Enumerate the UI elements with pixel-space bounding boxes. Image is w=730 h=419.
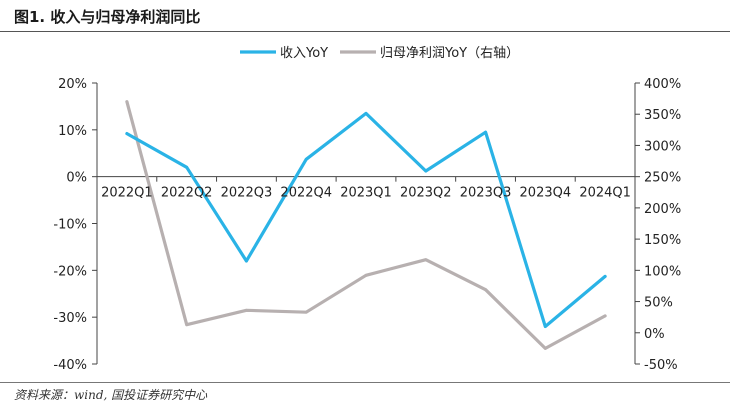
category-label: 2023Q2	[400, 186, 452, 201]
legend-label-net-profit: 归母净利润YoY（右轴）	[380, 46, 519, 61]
y-left-tick-label: -20%	[53, 264, 87, 279]
revenue-yoy-point	[603, 275, 607, 278]
title-divider	[0, 31, 730, 32]
category-labels: 2022Q1 2022Q2 2022Q3 2022Q4 2023Q1 2023Q2 2023…	[101, 186, 631, 201]
category-label: 2023Q4	[520, 186, 572, 201]
legend-label-revenue: 收入YoY	[280, 46, 328, 61]
net-profit-yoy-point	[543, 346, 547, 350]
figure-title: 图1. 收入与归母净利润同比	[14, 8, 201, 26]
y-left-tick-label: 10%	[58, 124, 87, 139]
revenue-yoy-point	[543, 325, 547, 328]
category-label: 2022Q4	[280, 186, 332, 201]
y-right-tick-label: 350%	[644, 108, 681, 123]
footer-divider	[0, 382, 730, 383]
net-profit-yoy-point	[125, 100, 129, 104]
revenue-yoy-point	[424, 169, 428, 173]
chart-series	[125, 100, 607, 350]
y-right-tick-label: -50%	[644, 358, 678, 373]
net-profit-yoy-point	[603, 314, 607, 318]
category-label: 2022Q3	[221, 186, 273, 201]
revenue-yoy-point	[125, 132, 129, 135]
category-label: 2023Q3	[460, 186, 512, 201]
revenue-yoy-point	[484, 130, 487, 134]
y-right-tick-label: 100%	[644, 264, 681, 279]
category-label: 2022Q2	[161, 186, 213, 201]
y-left-tick-label: -40%	[53, 358, 87, 373]
net-profit-yoy-point	[185, 323, 189, 327]
y-right-tick-label: 250%	[644, 171, 681, 186]
net-profit-yoy-point	[364, 273, 368, 277]
revenue-yoy-point	[185, 165, 189, 169]
revenue-yoy-point	[245, 259, 248, 263]
revenue-yoy-point	[304, 157, 308, 161]
y-right-tick-label: 300%	[644, 139, 681, 154]
net-profit-yoy-point	[245, 308, 248, 312]
revenue-yoy-point	[364, 112, 368, 115]
net-profit-yoy-point	[304, 310, 308, 314]
y-right-tick-label: 400%	[644, 77, 681, 92]
revenue-yoy-line	[125, 111, 607, 329]
category-label: 2022Q1	[101, 186, 153, 201]
y-left-tick-label: -30%	[53, 311, 87, 326]
y-right-tick-label: 200%	[644, 202, 681, 217]
y-right-tick-label: 150%	[644, 233, 681, 248]
y-right-tick-label: 50%	[644, 296, 673, 311]
category-label: 2024Q1	[579, 186, 631, 201]
net-profit-yoy-point	[484, 288, 487, 292]
chart-legend: 收入YoY 归母净利润YoY（右轴）	[240, 46, 519, 61]
net-profit-yoy-line	[125, 100, 607, 350]
net-profit-yoy-point	[424, 258, 428, 262]
y-left-tick-label: 20%	[58, 77, 87, 92]
category-label: 2023Q1	[340, 186, 392, 201]
chart-axes: 20% 10% 0% -10% -20% -30% -40% 400% 350% 300% 250%…	[53, 77, 681, 373]
y-right-tick-label: 0%	[644, 327, 665, 342]
y-left-tick-label: -10%	[53, 218, 87, 233]
y-left-tick-label: 0%	[66, 171, 87, 186]
source-note: 资料来源：wind, 国投证券研究中心	[14, 388, 208, 402]
